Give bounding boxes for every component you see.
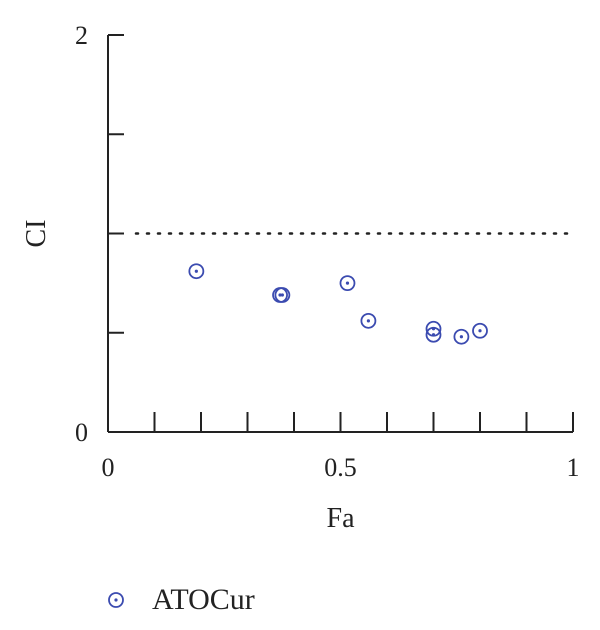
y-ticks: 02 [75,21,124,447]
data-point [274,287,291,303]
y-axis-label: CI [21,220,52,248]
legend: ATOCur [108,583,255,616]
x-tick-label: 1 [567,453,580,482]
data-point [188,263,205,280]
x-tick-label: 0 [102,453,115,482]
x-axis-label: Fa [327,503,356,534]
data-points [188,263,488,345]
data-point [453,328,470,345]
data-point [360,312,377,329]
legend-marker-icon [108,592,124,608]
legend-label: ATOCur [152,583,255,616]
data-point [472,322,488,339]
data-point [425,326,442,343]
data-point [339,275,356,292]
y-tick-label: 0 [75,418,88,447]
y-tick-label: 2 [75,21,88,50]
x-ticks: 0 0.5 1 [102,412,580,482]
axes [107,35,573,433]
x-tick-label: 0.5 [324,453,357,482]
